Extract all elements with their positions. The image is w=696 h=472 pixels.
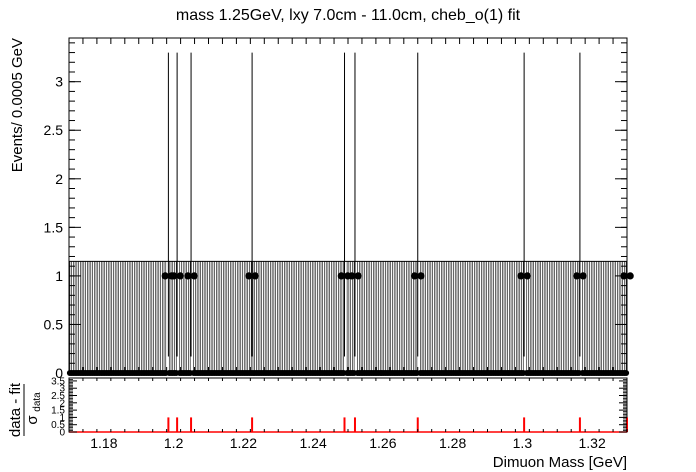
main-panel: 0 0.5 1 1.5 2 2.5 3 (44, 37, 634, 381)
ratio-y-tick-label: 2.5 (51, 391, 65, 402)
data-point (176, 272, 184, 280)
data-point (190, 272, 198, 280)
data-point (410, 272, 419, 280)
data-point (626, 272, 634, 280)
ratio-y-tick-label: 1 (59, 413, 65, 424)
data-points (66, 272, 634, 376)
x-tick-label: 1.3 (513, 435, 533, 451)
data-point (417, 272, 425, 280)
x-tick-label: 1.22 (230, 435, 257, 451)
x-axis-label: Dimuon Mass [GeV] (493, 454, 627, 471)
data-point (245, 272, 253, 280)
y-tick-label: 1.5 (44, 219, 64, 235)
ratio-y-tick-label: 0 (59, 428, 65, 439)
data-point (579, 272, 587, 280)
ratio-y-axis: 00.511.522.533.5 (51, 376, 627, 439)
ratio-label-denominator: σ (24, 415, 41, 425)
data-point (337, 272, 345, 280)
x-tick-label: 1.18 (90, 435, 117, 451)
ratio-plot-frame (68, 377, 628, 433)
ratio-y-tick-label: 3 (59, 384, 65, 395)
data-point (523, 272, 531, 280)
main-plot-frame (68, 37, 628, 374)
data-point (184, 272, 192, 280)
chart-title: mass 1.25GeV, lxy 7.0cm - 11.0cm, cheb_o… (176, 7, 521, 24)
x-tick-label: 1.24 (300, 435, 327, 451)
x-tick-label: 1.26 (369, 435, 396, 451)
data-point (517, 272, 525, 280)
y-tick-label: 0 (55, 365, 63, 381)
y-tick-label: 2 (55, 171, 63, 187)
ratio-panel: 00.511.522.533.5 1.18 1.2 1.22 1.24 1.26 1.28… (51, 376, 628, 451)
ratio-y-tick-label: 3.5 (51, 376, 65, 387)
data-point (251, 272, 259, 280)
y-axis-label: Events/ 0.0005 GeV (9, 38, 26, 172)
y-tick-label: 0.5 (44, 316, 64, 332)
data-point (161, 272, 169, 280)
data-point (348, 272, 356, 280)
x-tick-label: 1.32 (579, 435, 606, 451)
ratio-y-axis-label: data - fit σ data (7, 382, 43, 437)
data-point (170, 272, 178, 280)
x-axis: 1.18 1.2 1.22 1.24 1.26 1.28 1.3 1.32 (68, 378, 628, 451)
data-point (354, 272, 362, 280)
data-point (573, 272, 581, 280)
ratio-y-tick-label: 2 (59, 398, 65, 409)
ratio-y-tick-label: 1.5 (51, 406, 65, 417)
ratio-label-numerator: data - fit (7, 382, 24, 437)
ratio-y-tick-label: 0.5 (51, 420, 65, 431)
y-tick-label: 3 (55, 74, 63, 90)
x-tick-label: 1.2 (164, 435, 184, 451)
x-tick-label: 1.28 (439, 435, 466, 451)
y-tick-label: 2.5 (44, 122, 64, 138)
error-bars (69, 52, 628, 373)
main-y-axis: 0 0.5 1 1.5 2 2.5 3 (44, 42, 627, 381)
ratio-label-denominator-subscript: data (32, 392, 43, 412)
y-tick-label: 1 (55, 268, 63, 284)
main-x-axis-ticks (68, 38, 628, 373)
